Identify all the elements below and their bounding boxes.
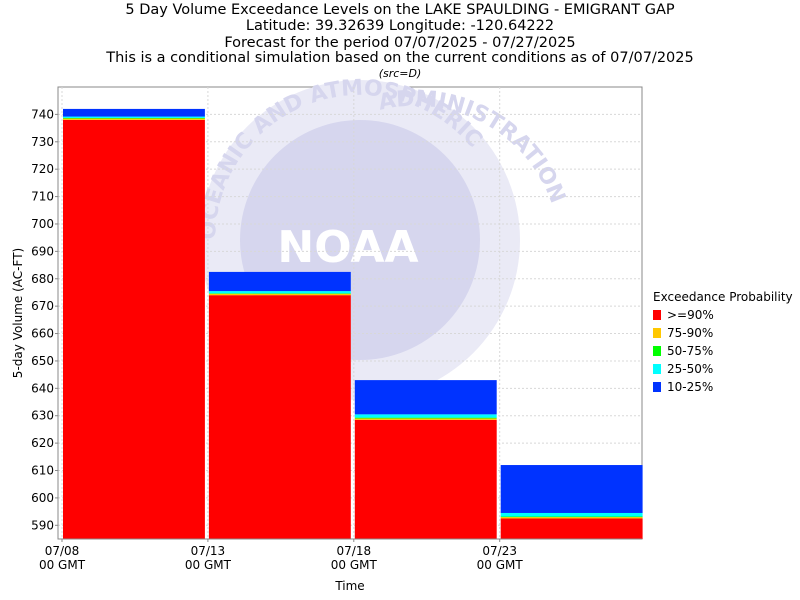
legend-swatch [653,346,661,356]
y-tick-label: 620 [31,436,54,450]
x-tick-label: 07/13 [191,544,226,558]
chart-subtitle-period: Forecast for the period 07/07/2025 - 07/… [224,35,576,51]
bar-segment-p90 [354,419,497,539]
x-tick-sublabel: 00 GMT [331,558,378,572]
legend-swatch [653,364,661,374]
x-tick-label: 07/08 [45,544,80,558]
legend-label: >=90% [667,308,714,322]
y-tick-label: 690 [31,244,54,258]
y-ticks: 590 600 610 620 630 640 650 660 670 680 690 700 710 7… [31,107,58,532]
bar-segment-p10 [63,108,205,117]
y-tick-label: 710 [31,190,54,204]
legend-item: 10-25% [653,378,793,396]
bar-segment-p25 [354,414,497,418]
bar-segment-p90 [208,295,351,539]
y-tick-label: 610 [31,464,54,478]
bar-segment-p50 [354,417,497,419]
bar-segment-p25 [208,291,351,294]
y-tick-label: 640 [31,381,54,395]
bar-segment-p50 [500,516,643,518]
y-axis-label: 5-day Volume (AC-FT) [11,248,25,378]
x-tick-label: 07/23 [482,544,517,558]
legend-label: 10-25% [667,380,714,394]
legend-swatch [653,382,661,392]
legend: Exceedance Probability >=90% 75-90% 50-75%… [653,289,793,396]
x-tick-sublabel: 00 GMT [185,558,232,572]
y-tick-label: 730 [31,135,54,149]
legend-label: 50-75% [667,344,714,358]
y-tick-label: 720 [31,162,54,176]
y-tick-label: 600 [31,491,54,505]
bar-segment-p10 [354,380,497,415]
legend-title: Exceedance Probability [653,290,793,304]
legend-label: 75-90% [667,326,714,340]
x-tick-label: 07/18 [337,544,372,558]
bars [63,108,643,539]
x-tick-sublabel: 00 GMT [39,558,86,572]
bar-segment-p75 [63,118,205,120]
legend-item: 75-90% [653,324,793,342]
bar-segment-p25 [500,512,643,517]
bar-segment-p25 [63,116,205,118]
y-tick-label: 630 [31,409,54,423]
y-tick-label: 670 [31,299,54,313]
legend-swatch [653,310,661,320]
bar-segment-p75 [500,517,643,519]
bar-segment-p10 [500,465,643,513]
chart-subtitle-conditions: This is a conditional simulation based o… [106,50,694,66]
legend-item: >=90% [653,306,793,324]
chart-title: 5 Day Volume Exceedance Levels on the LA… [125,2,675,18]
chart-subtitle-location: Latitude: 39.32639 Longitude: -120.64222 [245,18,555,34]
bar-segment-p90 [500,518,643,539]
y-tick-label: 590 [31,518,54,532]
bar-segment-p75 [208,293,351,296]
y-tick-label: 680 [31,272,54,286]
bar-segment-p10 [208,271,351,292]
bar-segment-p50 [208,293,351,294]
x-axis-label: Time [334,579,364,593]
bar-segment-p50 [63,117,205,119]
watermark-text: NOAA [277,222,418,273]
bar-segment-p75 [354,418,497,420]
x-tick-sublabel: 00 GMT [477,558,524,572]
legend-label: 25-50% [667,362,714,376]
y-tick-label: 740 [31,107,54,121]
y-tick-label: 700 [31,217,54,231]
source-note: (src=D) [378,67,422,80]
legend-item: 25-50% [653,360,793,378]
legend-item: 50-75% [653,342,793,360]
y-tick-label: 660 [31,327,54,341]
legend-swatch [653,328,661,338]
bar-segment-p90 [63,119,205,539]
y-tick-label: 650 [31,354,54,368]
